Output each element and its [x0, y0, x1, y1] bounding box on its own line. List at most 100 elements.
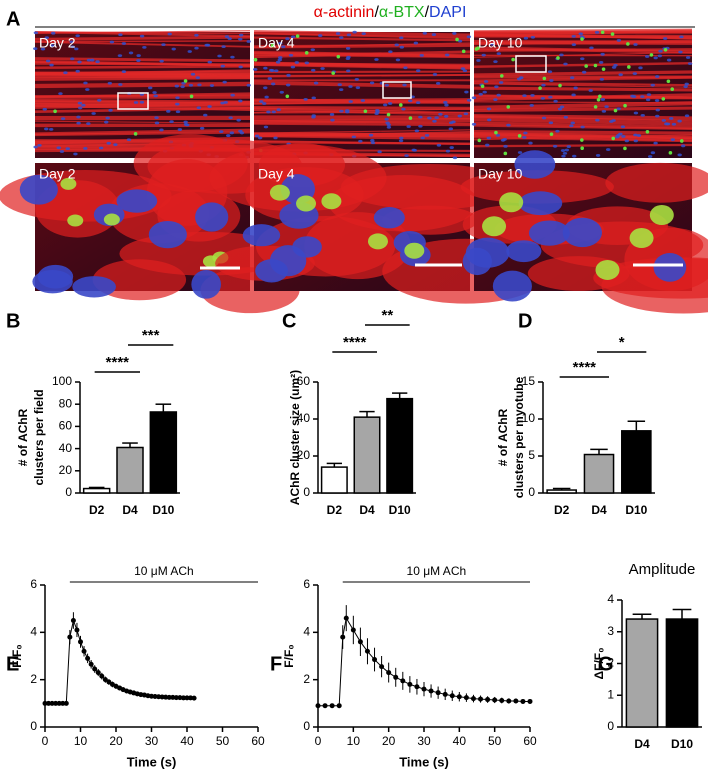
- nucleus: [648, 155, 652, 158]
- cluster: [669, 151, 673, 155]
- nucleus: [219, 130, 223, 133]
- nucleus: [83, 82, 87, 85]
- y-tick-label: 2: [303, 672, 310, 686]
- point: [372, 657, 377, 662]
- nucleus: [191, 73, 195, 76]
- nucleus: [43, 108, 47, 111]
- point: [478, 697, 483, 702]
- point: [450, 693, 455, 698]
- nucleus: [336, 32, 340, 35]
- nucleus: [104, 121, 108, 124]
- nucleus: [589, 89, 593, 92]
- y-tick-label: 4: [607, 592, 614, 606]
- nucleus: [280, 91, 284, 94]
- nucleus: [32, 270, 72, 293]
- y-tick-label: 0: [607, 719, 614, 733]
- nucleus: [563, 152, 567, 155]
- y-axis-label: ΔF/F₀: [592, 647, 606, 679]
- nucleus: [384, 118, 388, 121]
- nucleus: [196, 76, 200, 79]
- point: [85, 656, 90, 661]
- nucleus: [580, 57, 584, 60]
- nucleus: [255, 135, 259, 138]
- nucleus: [580, 126, 584, 129]
- nucleus: [467, 35, 471, 38]
- nucleus: [606, 148, 610, 151]
- nucleus: [188, 50, 192, 53]
- panel-letter: F: [270, 653, 282, 675]
- y-tick-label: 80: [59, 396, 73, 410]
- nucleus: [97, 99, 101, 102]
- nucleus: [571, 94, 575, 97]
- nucleus: [208, 61, 212, 64]
- nucleus: [634, 112, 638, 115]
- nucleus: [347, 33, 351, 36]
- nucleus: [75, 34, 79, 37]
- y-axis-label: clusters per field: [32, 389, 46, 485]
- nucleus: [522, 136, 526, 139]
- nucleus: [438, 113, 442, 116]
- nucleus: [564, 116, 568, 119]
- nucleus: [76, 116, 80, 119]
- nucleus: [183, 121, 187, 124]
- nucleus: [291, 66, 295, 69]
- myotube: [254, 142, 470, 143]
- nucleus: [528, 142, 532, 145]
- x-tick-label: D10: [152, 503, 174, 517]
- nucleus: [561, 149, 565, 152]
- cluster: [409, 116, 413, 120]
- x-tick-label: 0: [42, 734, 49, 748]
- nucleus: [118, 33, 122, 36]
- nucleus: [415, 129, 419, 132]
- bar: [117, 447, 143, 493]
- nucleus: [113, 143, 117, 146]
- nucleus: [579, 32, 583, 35]
- point: [64, 701, 69, 706]
- y-tick-label: 0: [303, 485, 310, 499]
- nucleus: [197, 83, 201, 86]
- nucleus: [553, 100, 557, 103]
- nucleus: [77, 61, 81, 64]
- nucleus: [600, 53, 604, 56]
- nucleus: [427, 117, 431, 120]
- myotube: [35, 32, 250, 33]
- cluster: [481, 84, 485, 88]
- image-label: Day 10: [478, 35, 523, 51]
- nucleus: [238, 66, 242, 69]
- bar: [387, 399, 412, 493]
- image-label: Day 2: [39, 35, 76, 51]
- nucleus: [272, 111, 276, 114]
- nucleus: [63, 71, 67, 74]
- point: [506, 698, 511, 703]
- nucleus: [570, 76, 574, 79]
- nucleus: [412, 149, 416, 152]
- nucleus: [345, 109, 349, 112]
- significance-label: ****: [343, 334, 367, 351]
- nucleus: [87, 59, 91, 62]
- point: [316, 703, 321, 708]
- nucleus: [496, 94, 500, 97]
- x-tick-label: 50: [488, 734, 502, 748]
- nucleus: [274, 69, 278, 72]
- nucleus: [420, 54, 424, 57]
- cluster: [482, 216, 506, 236]
- x-axis-label: Time (s): [399, 754, 449, 769]
- point: [82, 649, 87, 654]
- nucleus: [651, 151, 655, 154]
- bar: [84, 489, 110, 493]
- nucleus: [230, 94, 234, 97]
- nucleus: [99, 147, 103, 150]
- nucleus: [78, 107, 82, 110]
- y-axis-label: F/F₀: [10, 644, 24, 667]
- nucleus: [519, 191, 563, 215]
- nucleus: [383, 103, 387, 106]
- title-part: α-actinin: [314, 4, 375, 21]
- nucleus: [531, 36, 535, 39]
- x-tick-label: D2: [89, 503, 105, 517]
- cluster: [601, 30, 605, 34]
- image-label: Day 2: [39, 166, 76, 182]
- nucleus: [617, 107, 621, 110]
- x-tick-label: 30: [145, 734, 159, 748]
- nucleus: [565, 149, 569, 152]
- nucleus: [416, 101, 420, 104]
